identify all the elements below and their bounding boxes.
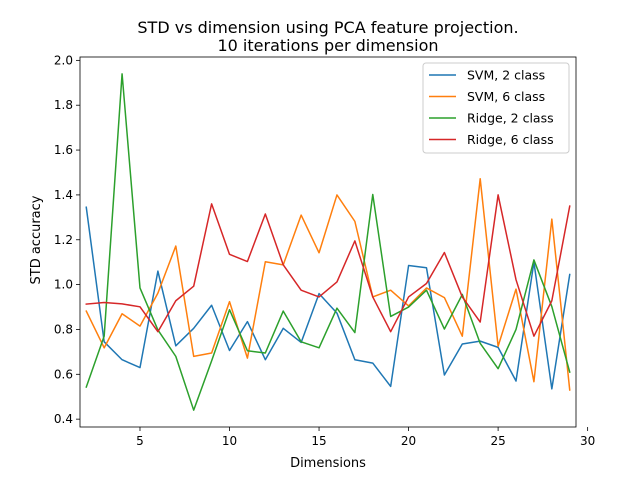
y-tick-label: 1.6 [54,143,73,157]
x-tick-label: 30 [580,434,595,448]
legend-box [422,62,570,154]
series-line-1 [85,178,571,391]
x-tick-label: 10 [222,434,237,448]
y-axis-label: STD accuracy [29,195,44,284]
axes-frame [79,56,577,428]
legend-label-3: Ridge, 6 class [467,132,554,147]
y-tick-label: 1.4 [54,188,73,202]
x-tick-label: 20 [401,434,416,448]
legend-label-0: SVM, 2 class [467,68,545,83]
y-tick-label: 1.2 [54,233,73,247]
chart-title-line-1: STD vs dimension using PCA feature proje… [137,18,518,37]
legend-label-1: SVM, 6 class [467,89,545,104]
x-tick-label: 5 [136,434,144,448]
x-tick-label: 25 [490,434,505,448]
chart-title-line-2: 10 iterations per dimension [217,36,438,55]
series-line-0 [85,206,571,390]
legend: SVM, 2 class SVM, 6 class Ridge, 2 class Ri… [422,62,570,154]
legend-label-2: Ridge, 2 class [467,111,554,126]
series-line-2 [85,73,571,411]
plot-area: 5 10 15 20 25 30 0.4 0.6 0.8 1.0 1.2 1.4 1.6 1.8 2.0 [54,53,595,448]
series-line-3 [85,194,571,337]
x-tick-label: 15 [311,434,326,448]
y-tick-label: 0.6 [54,367,73,381]
y-tick-label: 1.8 [54,98,73,112]
y-tick-label: 0.8 [54,322,73,336]
y-tick-label: 1.0 [54,278,73,292]
x-axis-label: Dimensions [290,456,366,471]
y-tick-label: 2.0 [54,53,73,67]
y-tick-label: 0.4 [54,412,73,426]
